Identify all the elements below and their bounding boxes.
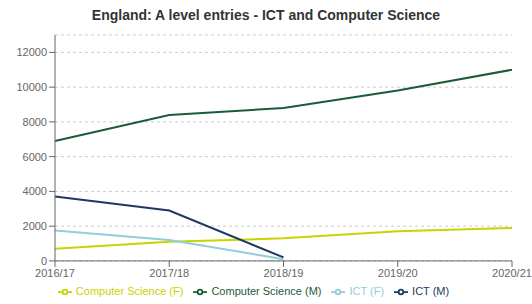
svg-text:12000: 12000 — [16, 46, 47, 58]
svg-text:2018/19: 2018/19 — [264, 267, 304, 279]
html-text:England: A level entries - ICT: England: A level entries - ICT and Compu… — [91, 7, 441, 23]
svg-text:6000: 6000 — [23, 151, 47, 163]
svg-text:2000: 2000 — [23, 220, 47, 232]
svg-text:2017/18: 2017/18 — [149, 267, 189, 279]
html-text:ICT (M): ICT (M) — [412, 284, 450, 297]
svg-text:2016/17: 2016/17 — [35, 267, 75, 279]
svg-text:10000: 10000 — [16, 81, 47, 93]
svg-text:0: 0 — [41, 255, 47, 267]
svg-text:2019/20: 2019/20 — [378, 267, 418, 279]
html-text:ICT (F): ICT (F) — [349, 284, 385, 297]
svg-text:4000: 4000 — [23, 185, 47, 197]
svg-text:2020/21: 2020/21 — [492, 267, 524, 279]
html-text:Computer Science (F): Computer Science (F) — [75, 284, 184, 297]
svg-text:8000: 8000 — [23, 116, 47, 128]
html-text:Computer Science (M): Computer Science (M) — [211, 284, 322, 297]
